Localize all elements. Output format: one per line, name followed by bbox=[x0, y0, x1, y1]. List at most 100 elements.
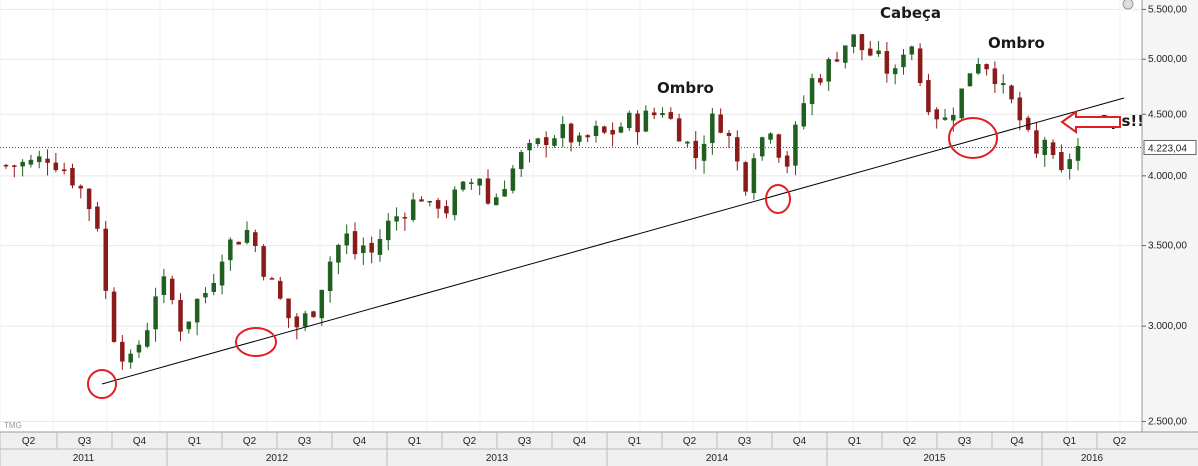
annotation-label: Ombro bbox=[988, 34, 1045, 52]
candle-body bbox=[452, 189, 457, 216]
candle bbox=[735, 130, 740, 171]
y-tick-label: 5.500,00 bbox=[1148, 4, 1187, 15]
candle-body bbox=[228, 239, 233, 261]
candle-body bbox=[568, 123, 574, 143]
candle bbox=[3, 163, 9, 169]
candle bbox=[153, 287, 158, 342]
candle bbox=[194, 298, 200, 336]
candle-body bbox=[1042, 139, 1048, 156]
quarter-label: Q2 bbox=[463, 436, 477, 447]
candle-body bbox=[153, 296, 158, 330]
candle-body bbox=[394, 216, 399, 222]
candle-body bbox=[1059, 152, 1064, 171]
candle-body bbox=[859, 34, 865, 51]
annotation-label: Ombro bbox=[657, 79, 714, 97]
candle bbox=[967, 73, 973, 87]
candle-body bbox=[518, 152, 524, 169]
candle-body bbox=[477, 178, 482, 186]
candle-body bbox=[793, 124, 798, 166]
y-tick-label: 5.000,00 bbox=[1148, 54, 1187, 65]
candle-body bbox=[336, 244, 341, 263]
candle bbox=[78, 184, 84, 199]
candle-body bbox=[668, 112, 674, 119]
candle bbox=[444, 200, 449, 219]
last-price-label: 4.223,04 bbox=[1148, 143, 1187, 154]
last-price-badge bbox=[1143, 139, 1197, 155]
candle bbox=[809, 73, 815, 116]
candle bbox=[361, 237, 366, 265]
y-tick-label: 3.000,00 bbox=[1148, 321, 1187, 332]
candle bbox=[976, 57, 981, 75]
quarter-label: Q4 bbox=[133, 436, 147, 447]
candle-body bbox=[834, 59, 840, 62]
quarter-label: Q4 bbox=[353, 436, 367, 447]
candle-body bbox=[735, 137, 740, 162]
quarter-label: Q4 bbox=[793, 436, 807, 447]
candle bbox=[826, 57, 831, 91]
candle-body bbox=[95, 206, 100, 229]
candle-body bbox=[494, 197, 499, 206]
candle-body bbox=[585, 135, 590, 138]
candle-body bbox=[651, 112, 657, 116]
candle bbox=[28, 154, 34, 168]
candle bbox=[685, 141, 690, 148]
candle bbox=[111, 287, 117, 343]
candle-body bbox=[178, 299, 183, 332]
candle bbox=[602, 125, 607, 135]
candle-body bbox=[253, 232, 258, 246]
candle bbox=[992, 61, 998, 93]
candle bbox=[169, 275, 175, 305]
candle-body bbox=[851, 34, 856, 47]
candle-body bbox=[294, 316, 300, 328]
candle-body bbox=[1050, 142, 1056, 156]
candle-body bbox=[967, 73, 973, 87]
candle-body bbox=[111, 291, 117, 342]
touch-circle bbox=[87, 369, 117, 399]
candle bbox=[1059, 144, 1064, 173]
candle-body bbox=[1025, 117, 1031, 130]
candle-body bbox=[344, 233, 349, 246]
plot-area bbox=[0, 0, 1142, 432]
candle-body bbox=[28, 159, 34, 165]
candle bbox=[377, 229, 383, 262]
candle bbox=[120, 335, 125, 370]
year-label: 2012 bbox=[266, 453, 289, 464]
scroll-handle-icon[interactable] bbox=[1122, 0, 1134, 10]
candle-body bbox=[718, 114, 723, 133]
candle bbox=[984, 63, 989, 76]
candle-body bbox=[78, 185, 84, 189]
candle bbox=[261, 244, 266, 281]
y-tick-label: 3.500,00 bbox=[1148, 241, 1187, 252]
candle-body bbox=[3, 164, 9, 167]
watermark: TMG bbox=[4, 421, 22, 430]
candle bbox=[402, 212, 408, 231]
candle bbox=[618, 122, 624, 134]
candle bbox=[776, 133, 782, 163]
candle-body bbox=[269, 278, 275, 280]
candle bbox=[311, 310, 316, 318]
candle bbox=[161, 268, 167, 304]
candle bbox=[851, 34, 856, 54]
candle-body bbox=[710, 113, 715, 144]
candle-body bbox=[20, 161, 25, 167]
candle-body bbox=[660, 112, 665, 116]
candle bbox=[103, 221, 108, 300]
candle-body bbox=[427, 200, 433, 203]
candle bbox=[419, 196, 424, 202]
candle-body bbox=[560, 124, 566, 139]
candle-body bbox=[676, 118, 682, 142]
candle-body bbox=[909, 46, 915, 55]
candle bbox=[178, 293, 183, 342]
candle-body bbox=[992, 68, 998, 85]
candle bbox=[676, 113, 682, 142]
candle-body bbox=[1067, 159, 1072, 170]
candle-body bbox=[145, 330, 150, 347]
quarter-label: Q3 bbox=[78, 436, 92, 447]
candle bbox=[909, 45, 915, 61]
candle bbox=[219, 254, 225, 295]
candle-body bbox=[120, 341, 125, 362]
candle bbox=[751, 153, 757, 200]
candle-body bbox=[951, 114, 956, 121]
